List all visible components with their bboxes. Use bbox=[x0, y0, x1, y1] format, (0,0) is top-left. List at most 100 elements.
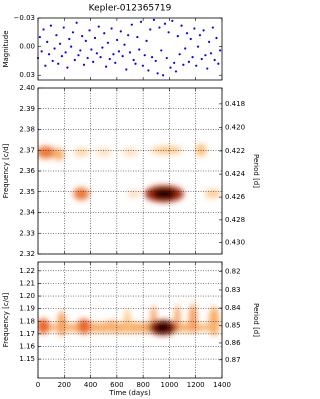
point bbox=[103, 32, 106, 35]
point bbox=[139, 20, 143, 23]
point bbox=[57, 62, 60, 65]
plot-frame bbox=[37, 17, 223, 81]
point bbox=[169, 66, 172, 69]
x-tick-label: 400 bbox=[84, 381, 97, 389]
point bbox=[156, 72, 159, 75]
point bbox=[160, 49, 163, 52]
y-tick-label: 2.33 bbox=[19, 229, 35, 237]
point bbox=[132, 58, 135, 62]
point bbox=[150, 56, 154, 59]
y-tick-label: 2.39 bbox=[19, 105, 35, 113]
point bbox=[145, 39, 148, 42]
point bbox=[97, 25, 100, 28]
y-tick-label: 1.15 bbox=[19, 355, 35, 363]
point bbox=[68, 37, 71, 41]
point bbox=[141, 64, 144, 67]
point bbox=[147, 69, 150, 72]
point bbox=[92, 60, 95, 63]
y-tick-label: 2.38 bbox=[19, 126, 35, 134]
point bbox=[70, 45, 73, 48]
y-tick-label: 2.34 bbox=[19, 209, 35, 217]
x-tick-label: 1000 bbox=[161, 381, 179, 389]
point bbox=[176, 35, 179, 38]
y-tick-label: 2.32 bbox=[19, 250, 35, 258]
y2-tick-label: 0.85 bbox=[225, 322, 241, 330]
point bbox=[51, 59, 54, 63]
point bbox=[165, 56, 168, 60]
plot-frame bbox=[37, 261, 223, 379]
power-blob bbox=[38, 318, 50, 334]
y-tick-label: 1.20 bbox=[19, 292, 35, 300]
point bbox=[167, 31, 170, 34]
point bbox=[163, 22, 167, 25]
point bbox=[112, 53, 115, 56]
point bbox=[138, 48, 141, 51]
power-blob bbox=[122, 148, 138, 157]
point bbox=[40, 50, 43, 53]
power-blob bbox=[152, 188, 176, 200]
point bbox=[99, 56, 102, 59]
point bbox=[101, 46, 104, 49]
point bbox=[202, 29, 205, 32]
point bbox=[121, 55, 124, 58]
power-blob bbox=[106, 320, 117, 333]
y2-tick-label: 0.418 bbox=[225, 100, 245, 108]
power-blob bbox=[73, 148, 90, 157]
x-axis-label: Time (days) bbox=[108, 389, 151, 397]
x-tick-label: 1200 bbox=[187, 381, 205, 389]
point bbox=[196, 45, 200, 48]
point bbox=[119, 30, 122, 33]
power-blob bbox=[151, 146, 183, 155]
power-blob bbox=[77, 318, 91, 334]
point bbox=[217, 62, 220, 65]
point bbox=[213, 58, 216, 62]
y2-tick-label: 0.430 bbox=[225, 238, 245, 246]
x-tick-label: 200 bbox=[58, 381, 71, 389]
point bbox=[53, 47, 56, 50]
y2-tick-label: 0.86 bbox=[225, 339, 241, 347]
point bbox=[209, 52, 213, 55]
point bbox=[189, 37, 192, 41]
y-tick-label: 1.16 bbox=[19, 342, 35, 350]
point bbox=[38, 35, 41, 39]
point bbox=[211, 26, 214, 29]
point bbox=[187, 60, 190, 63]
y-axis-label: Magnitude bbox=[2, 30, 10, 67]
point bbox=[208, 40, 211, 43]
point bbox=[174, 70, 178, 73]
point bbox=[81, 35, 84, 38]
point bbox=[108, 57, 111, 61]
y-tick-label: 2.35 bbox=[19, 188, 35, 196]
power-blob bbox=[124, 308, 130, 334]
point bbox=[191, 56, 194, 59]
x-tick-label: 1400 bbox=[213, 381, 231, 389]
point bbox=[128, 51, 132, 54]
point bbox=[82, 63, 86, 66]
y-tick-label: 2.37 bbox=[19, 146, 35, 154]
power-blob bbox=[53, 148, 65, 161]
power-blob bbox=[73, 187, 90, 201]
point bbox=[114, 61, 117, 64]
point bbox=[219, 49, 222, 52]
power-blob bbox=[189, 303, 198, 334]
heatmap bbox=[38, 303, 222, 337]
point bbox=[110, 27, 113, 30]
power-blob bbox=[95, 148, 112, 157]
y-tick-label: 1.17 bbox=[19, 330, 35, 338]
point bbox=[49, 24, 52, 27]
x-tick-label: 800 bbox=[136, 381, 149, 389]
power-blob bbox=[38, 146, 56, 159]
point bbox=[86, 56, 89, 60]
y-axis-label: Frequency [c/d] bbox=[2, 143, 10, 198]
point bbox=[104, 65, 108, 68]
point bbox=[134, 62, 137, 65]
point bbox=[136, 35, 139, 39]
y2-tick-label: 0.426 bbox=[225, 193, 246, 201]
point bbox=[42, 28, 45, 31]
point bbox=[171, 19, 174, 22]
y2-tick-label: 0.420 bbox=[225, 124, 245, 132]
y2-tick-label: 0.83 bbox=[225, 286, 241, 294]
point bbox=[123, 43, 126, 46]
y2-tick-label: 0.424 bbox=[225, 170, 246, 178]
point bbox=[84, 39, 87, 42]
